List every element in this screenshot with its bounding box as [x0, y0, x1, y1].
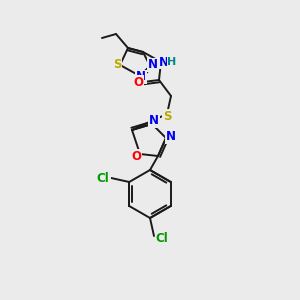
Text: N: N — [136, 70, 146, 83]
Text: S: S — [113, 58, 121, 71]
Text: H: H — [167, 57, 177, 67]
Text: Cl: Cl — [97, 172, 110, 184]
Text: S: S — [163, 110, 171, 122]
Text: N: N — [149, 115, 159, 128]
Text: N: N — [159, 56, 169, 68]
Text: N: N — [166, 130, 176, 143]
Text: Cl: Cl — [156, 232, 168, 244]
Text: O: O — [131, 149, 141, 163]
Text: O: O — [133, 76, 143, 88]
Text: N: N — [148, 58, 158, 71]
